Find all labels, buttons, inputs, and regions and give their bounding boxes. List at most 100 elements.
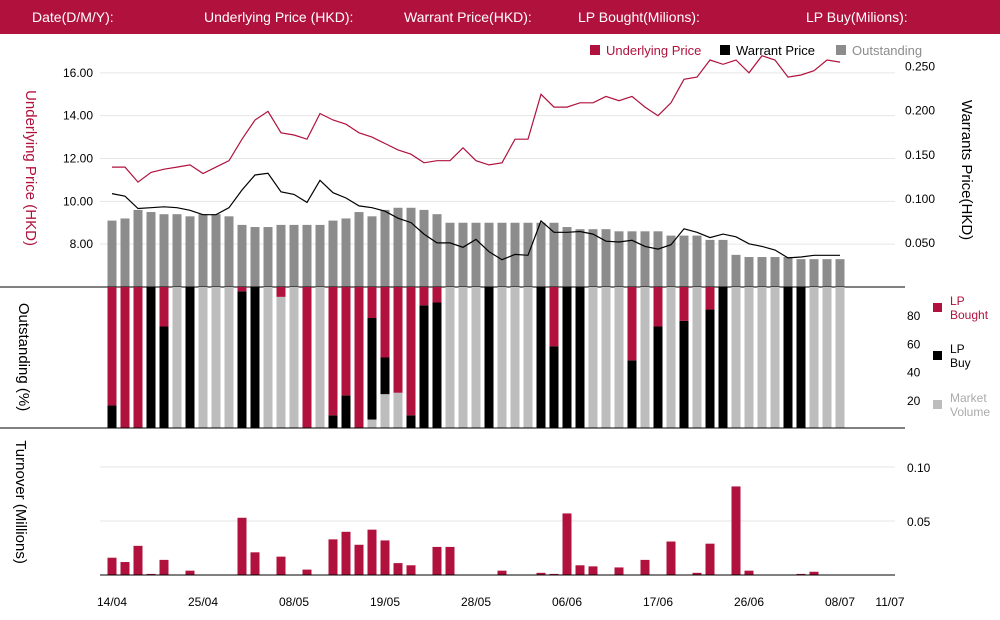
turnover-bar bbox=[549, 573, 559, 575]
legend-label: Volume bbox=[950, 405, 990, 419]
outstanding-bar bbox=[263, 227, 273, 287]
lp-bought-bar bbox=[393, 287, 403, 393]
turnover-bar bbox=[497, 570, 507, 575]
turnover-bar bbox=[562, 513, 572, 575]
legend-swatch bbox=[720, 45, 730, 55]
legend-swatch bbox=[836, 45, 846, 55]
turnover-bar bbox=[809, 571, 819, 575]
lp-bought-label: LP Bought(Milions): bbox=[578, 9, 700, 25]
lp-bought-bar bbox=[705, 287, 715, 310]
market-volume-bar bbox=[510, 287, 520, 428]
market-volume-bar bbox=[640, 287, 650, 428]
x-tick-label: 28/05 bbox=[461, 595, 491, 609]
market-volume-bar bbox=[315, 287, 325, 428]
date-label: Date(D/M/Y): bbox=[32, 9, 114, 25]
market-volume-bar bbox=[822, 287, 832, 428]
turnover-bar bbox=[588, 566, 598, 575]
lp-buy-label: LP Buy(Milions): bbox=[806, 9, 908, 25]
lp-buy-bar bbox=[107, 405, 117, 428]
lp-buy-bar bbox=[783, 287, 793, 428]
warrant-price-line bbox=[111, 172, 840, 261]
lp-buy-bar bbox=[536, 287, 546, 428]
y-right-tick-label: 0.150 bbox=[905, 148, 935, 162]
legend-swatch bbox=[933, 400, 942, 409]
outstanding-bar bbox=[458, 222, 468, 287]
y-left-tick-label: 16.00 bbox=[63, 66, 93, 80]
market-volume-bar bbox=[289, 287, 299, 428]
turnover-bar bbox=[185, 570, 195, 575]
turnover-bar bbox=[731, 486, 741, 575]
legend-label: Market bbox=[950, 391, 987, 405]
market-volume-bar bbox=[224, 287, 234, 428]
x-tick-label: 14/04 bbox=[97, 595, 127, 609]
y-left-tick-label: 10.00 bbox=[63, 194, 93, 208]
outstanding-bar bbox=[146, 212, 156, 287]
turnover-bar bbox=[146, 573, 156, 575]
legend-swatch bbox=[933, 303, 942, 312]
header-bar: Date(D/M/Y): Underlying Price (HKD): War… bbox=[0, 0, 1000, 34]
outstanding-bar bbox=[549, 222, 559, 287]
lp-bought-bar bbox=[432, 287, 442, 303]
lp-buy-bar bbox=[185, 287, 195, 428]
turnover-bar bbox=[705, 543, 715, 575]
turnover-bar bbox=[159, 559, 169, 575]
x-tick-label: 25/04 bbox=[188, 595, 218, 609]
turnover-bar bbox=[614, 567, 624, 575]
lp-buy-bar bbox=[237, 291, 247, 428]
outstanding-bar bbox=[237, 224, 247, 287]
lp-bought-bar bbox=[302, 287, 312, 428]
y-left-tick-label: 8.00 bbox=[70, 237, 94, 251]
outstanding-bar bbox=[822, 259, 832, 287]
outstanding-bar bbox=[445, 222, 455, 287]
turnover-bar bbox=[744, 570, 754, 575]
y-tick-label: 0.10 bbox=[907, 461, 931, 475]
market-volume-bar bbox=[198, 287, 208, 428]
market-volume-bar bbox=[692, 287, 702, 428]
legend-label: LP bbox=[950, 342, 965, 356]
market-volume-bar bbox=[471, 287, 481, 428]
turnover-bar bbox=[380, 540, 390, 575]
lp-buy-bar bbox=[146, 287, 156, 428]
y-axis-label: Turnover (Millions) bbox=[12, 440, 29, 564]
outstanding-bar bbox=[614, 231, 624, 287]
market-volume-bar bbox=[458, 287, 468, 428]
outstanding-bar bbox=[159, 214, 169, 287]
market-volume-bar bbox=[276, 296, 286, 428]
outstanding-bar bbox=[653, 231, 663, 287]
market-volume-bar bbox=[757, 287, 767, 428]
market-volume-bar bbox=[523, 287, 533, 428]
outstanding-bar bbox=[224, 216, 234, 287]
outstanding-bar bbox=[120, 218, 130, 287]
outstanding-bar bbox=[497, 222, 507, 287]
lp-buy-bar bbox=[367, 318, 377, 420]
outstanding-bar bbox=[198, 214, 208, 287]
turnover-bar bbox=[120, 562, 130, 575]
x-tick-label: 08/07 bbox=[825, 595, 855, 609]
market-volume-bar bbox=[172, 287, 182, 428]
turnover-bar bbox=[276, 556, 286, 575]
market-volume-bar bbox=[666, 287, 676, 428]
market-volume-bar bbox=[744, 287, 754, 428]
lp-buy-bar bbox=[159, 326, 169, 428]
outstanding-bar bbox=[588, 229, 598, 287]
market-volume-bar bbox=[809, 287, 819, 428]
lp-buy-bar bbox=[406, 415, 416, 428]
outstanding-bar bbox=[484, 222, 494, 287]
outstanding-bar bbox=[679, 235, 689, 287]
outstanding-bar bbox=[367, 216, 377, 287]
turnover-bar bbox=[640, 559, 650, 575]
lp-bought-bar bbox=[159, 287, 169, 327]
lp-bought-bar bbox=[679, 287, 689, 321]
lp-bought-bar bbox=[653, 287, 663, 327]
outstanding-bar bbox=[185, 216, 195, 287]
outstanding-bar bbox=[432, 214, 442, 287]
x-tick-label: 11/07 bbox=[875, 595, 904, 609]
outstanding-bar bbox=[406, 207, 416, 287]
outstanding-bar bbox=[705, 239, 715, 287]
y-tick-label: 20 bbox=[907, 394, 921, 408]
lp-bought-bar bbox=[380, 287, 390, 358]
y-left-axis-label: Underlying Price (HKD) bbox=[22, 90, 39, 246]
lp-buy-bar bbox=[419, 305, 429, 428]
outstanding-bar bbox=[471, 222, 481, 287]
outstanding-bar bbox=[341, 218, 351, 287]
